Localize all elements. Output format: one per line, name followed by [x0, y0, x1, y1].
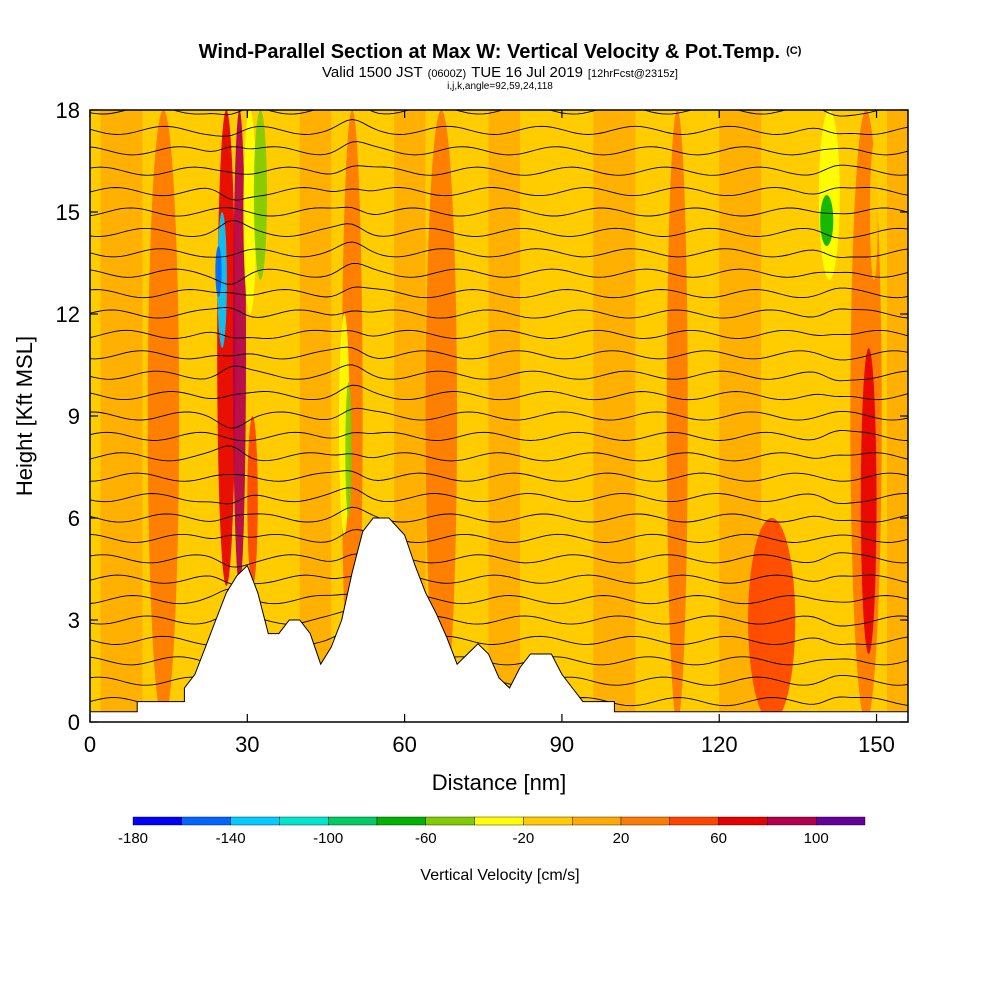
colorbar-swatch — [669, 816, 719, 826]
colorbar-tick-label: -140 — [216, 830, 246, 847]
isentrope-line — [90, 262, 908, 285]
colorbar-swatch — [620, 816, 670, 826]
velocity-cell — [820, 195, 834, 246]
field-stripe — [593, 110, 636, 722]
y-tick-label: 3 — [68, 608, 80, 633]
subtitle-fcst: [12hrFcst@2315z] — [588, 68, 678, 80]
colorbar-swatch — [376, 816, 426, 826]
isentrope-line — [90, 506, 908, 523]
y-axis: 0 3 6 9 12 15 18 — [56, 98, 908, 735]
velocity-cell — [232, 110, 246, 586]
isentrope-line — [90, 364, 908, 382]
terrain-mask — [90, 517, 908, 722]
chart-subtitle: Valid 1500 JST (0600Z) TUE 16 Jul 2019 [12h… — [322, 64, 678, 81]
colorbar-tick-label: -180 — [118, 830, 148, 847]
x-tick-label: 90 — [550, 732, 574, 757]
colorbar-label: Vertical Velocity [cm/s] — [420, 867, 579, 884]
colorbar-swatch — [523, 816, 573, 826]
x-tick-label: 150 — [858, 732, 895, 757]
colorbar-swatch — [279, 816, 329, 826]
colorbar-swatch — [425, 816, 475, 826]
isentrope-line — [90, 206, 908, 217]
isentrope-line — [90, 241, 908, 258]
x-axis: 0 30 60 90 120 150 — [84, 110, 895, 757]
isentrope-line — [90, 164, 908, 176]
colorbar-tick-label: 100 — [804, 830, 829, 847]
y-tick-label: 6 — [68, 506, 80, 531]
velocity-cell — [217, 212, 227, 348]
terrain-profile — [90, 517, 908, 722]
isentrope-line — [90, 384, 908, 401]
velocity-cell — [869, 144, 878, 280]
colorbar: -180 -140 -100 -60 -20 20 60 100 — [118, 816, 866, 847]
isentrope-line — [90, 110, 881, 117]
isentrope-line — [90, 119, 908, 137]
colorbar-swatch — [181, 816, 231, 826]
x-axis-label: Distance [nm] — [432, 770, 567, 795]
colorbar-swatch — [572, 816, 622, 826]
isentrope-line — [90, 588, 908, 605]
isentrope-line — [90, 487, 908, 505]
chart-subtitle-indices: i,j,k,angle=92,59,24,118 — [447, 81, 553, 92]
x-tick-label: 30 — [235, 732, 259, 757]
title-mark: (C) — [786, 45, 802, 57]
velocity-cell — [425, 110, 458, 722]
isentrope-contours — [90, 110, 908, 707]
y-tick-label: 12 — [56, 302, 80, 327]
velocity-cell — [748, 518, 796, 722]
isentrope-line — [90, 470, 908, 482]
colorbar-swatch — [230, 816, 280, 826]
isentrope-line — [90, 286, 908, 299]
velocity-cell — [666, 110, 688, 722]
isentrope-line — [90, 141, 908, 156]
colorbar-tick-label: -20 — [513, 830, 535, 847]
colorbar-tick-label: -100 — [313, 830, 343, 847]
isentrope-line — [90, 306, 908, 319]
isentrope-line — [90, 430, 908, 442]
subtitle-zulu: (0600Z) — [428, 68, 467, 80]
colorbar-swatch — [816, 816, 866, 826]
isentrope-line — [90, 329, 908, 339]
y-tick-label: 15 — [56, 200, 80, 225]
isentrope-line — [90, 529, 908, 543]
isentrope-line — [90, 407, 908, 429]
velocity-cell — [818, 110, 840, 280]
y-tick-label: 9 — [68, 404, 80, 429]
x-tick-label: 120 — [701, 732, 738, 757]
colorbar-swatch — [132, 816, 182, 826]
velocity-cell — [247, 416, 258, 586]
velocity-cell — [217, 110, 236, 586]
isentrope-line — [90, 445, 908, 462]
y-tick-label: 18 — [56, 98, 80, 123]
colorbar-tick-label: 20 — [613, 830, 630, 847]
colorbar-swatch — [474, 816, 524, 826]
isentrope-line — [90, 574, 908, 586]
velocity-cell — [345, 382, 352, 518]
colorbar-tick-label: -60 — [415, 830, 437, 847]
y-tick-label: 0 — [68, 710, 80, 735]
isentrope-line — [90, 346, 908, 361]
x-tick-label: 0 — [84, 732, 96, 757]
colorbar-swatch — [718, 816, 768, 826]
colorbar-tick-label: 60 — [710, 830, 727, 847]
field-stripe — [100, 110, 143, 722]
isentrope-line — [90, 220, 908, 239]
colorbar-swatch — [328, 816, 378, 826]
y-axis-label: Height [Kft MSL] — [12, 336, 37, 496]
isentrope-line — [90, 552, 908, 568]
isentrope-line — [90, 187, 908, 201]
field-stripe — [887, 110, 908, 722]
velocity-cell — [215, 246, 222, 297]
x-tick-label: 60 — [392, 732, 416, 757]
colorbar-swatch — [767, 816, 817, 826]
velocity-cell — [253, 110, 267, 280]
chart-title: Wind-Parallel Section at Max W: Vertical… — [199, 41, 802, 63]
